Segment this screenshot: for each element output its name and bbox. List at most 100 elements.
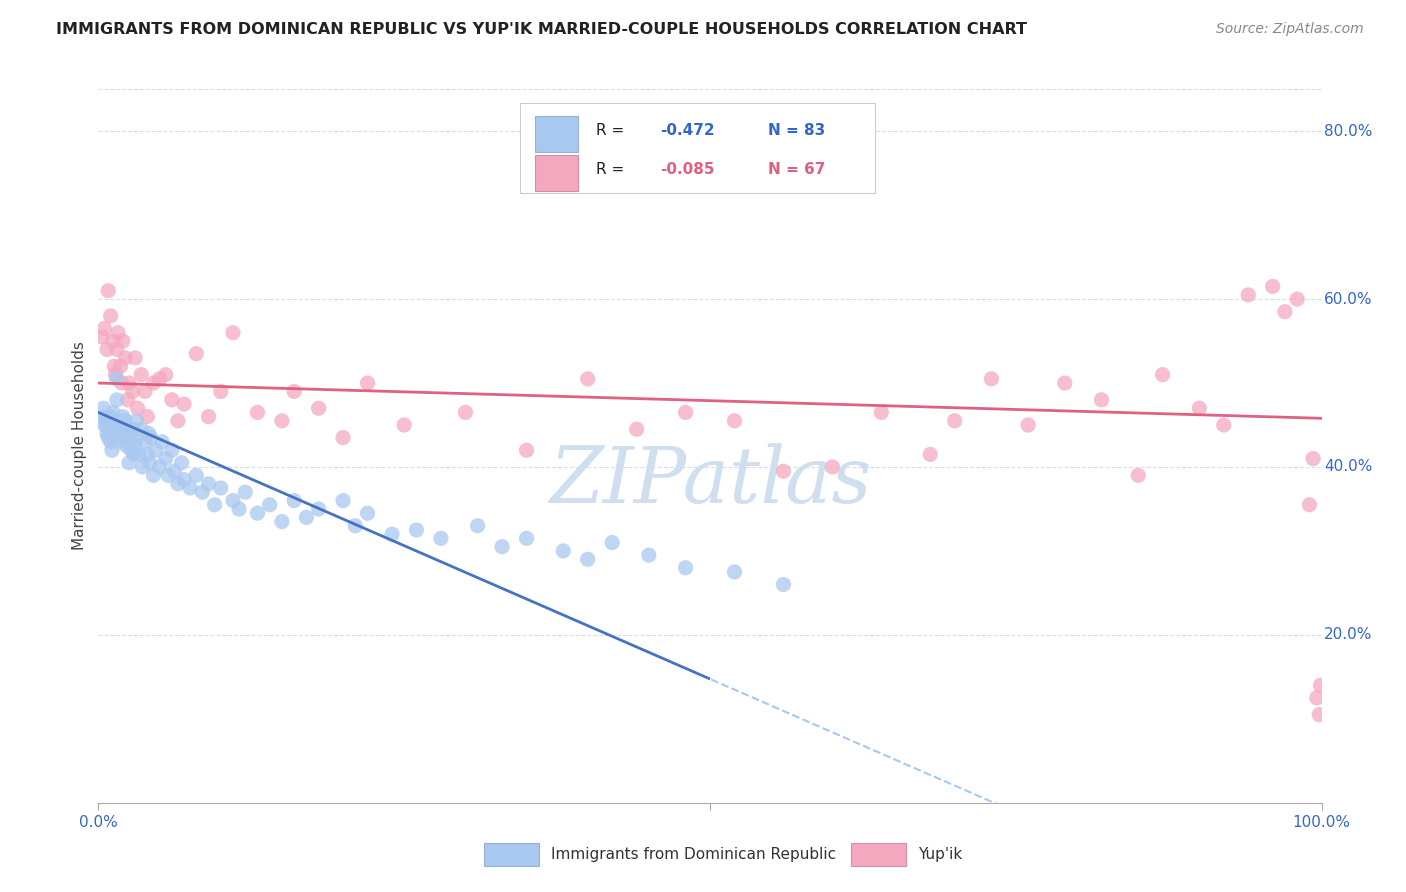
Text: -0.472: -0.472 — [659, 123, 714, 137]
Point — [118, 376, 141, 390]
Point — [772, 577, 794, 591]
Point — [1212, 417, 1234, 432]
Point — [120, 443, 142, 458]
Point — [111, 431, 134, 445]
Point — [160, 392, 183, 407]
Point — [98, 422, 121, 436]
Point — [117, 426, 139, 441]
Point — [515, 532, 537, 546]
Point — [105, 372, 128, 386]
Point — [467, 518, 489, 533]
Point — [980, 372, 1002, 386]
Point — [127, 401, 149, 416]
Point — [772, 464, 794, 478]
Point — [150, 434, 173, 449]
Point — [1188, 401, 1211, 416]
Point — [105, 392, 128, 407]
Point — [112, 426, 135, 441]
Point — [186, 346, 208, 360]
Point — [110, 417, 132, 432]
Point — [173, 473, 195, 487]
Text: Source: ZipAtlas.com: Source: ZipAtlas.com — [1216, 22, 1364, 37]
Point — [626, 422, 648, 436]
Point — [1302, 451, 1324, 466]
Point — [1053, 376, 1076, 390]
Point — [204, 498, 226, 512]
Text: N = 67: N = 67 — [768, 162, 825, 177]
Text: N = 83: N = 83 — [768, 123, 825, 137]
Point — [97, 414, 120, 428]
Point — [139, 456, 162, 470]
Point — [167, 476, 190, 491]
Point — [1261, 279, 1284, 293]
Point — [723, 565, 745, 579]
Point — [142, 376, 165, 390]
Point — [104, 426, 127, 441]
Point — [111, 334, 134, 348]
Point — [1309, 678, 1331, 692]
Point — [1237, 288, 1260, 302]
Point — [97, 431, 120, 445]
Point — [246, 405, 269, 419]
FancyBboxPatch shape — [536, 155, 578, 191]
Point — [110, 359, 132, 374]
Point — [821, 460, 844, 475]
Point — [145, 443, 167, 458]
Point — [167, 414, 190, 428]
Point — [149, 460, 172, 475]
Point — [1306, 690, 1329, 705]
Text: -0.085: -0.085 — [659, 162, 714, 177]
Point — [186, 468, 208, 483]
Point — [91, 414, 114, 428]
Point — [129, 422, 152, 436]
Point — [155, 451, 177, 466]
FancyBboxPatch shape — [520, 103, 875, 193]
Point — [1274, 304, 1296, 318]
Point — [191, 485, 214, 500]
Point — [228, 502, 250, 516]
Point — [111, 376, 134, 390]
Point — [121, 384, 143, 399]
Point — [1090, 392, 1112, 407]
Text: 40.0%: 40.0% — [1324, 459, 1372, 475]
Text: Yup'ik: Yup'ik — [918, 847, 962, 862]
Point — [576, 552, 599, 566]
Point — [209, 481, 232, 495]
Point — [283, 493, 305, 508]
Point — [1298, 498, 1320, 512]
Point — [222, 493, 245, 508]
Text: Immigrants from Dominican Republic: Immigrants from Dominican Republic — [551, 847, 837, 862]
FancyBboxPatch shape — [536, 116, 578, 152]
Point — [134, 384, 156, 399]
Point — [344, 518, 367, 533]
Point — [121, 422, 143, 436]
Point — [233, 485, 256, 500]
Point — [155, 368, 177, 382]
Point — [100, 309, 122, 323]
Point — [392, 417, 416, 432]
Point — [91, 330, 114, 344]
Point — [97, 284, 120, 298]
Point — [209, 384, 232, 399]
Point — [129, 368, 152, 382]
Point — [246, 506, 269, 520]
Point — [553, 544, 575, 558]
Text: R =: R = — [596, 162, 630, 177]
Point — [197, 409, 219, 424]
Point — [1128, 468, 1150, 483]
Point — [308, 502, 330, 516]
Point — [1308, 707, 1330, 722]
Point — [124, 439, 146, 453]
Point — [637, 548, 661, 562]
Point — [222, 326, 245, 340]
Text: ZIPatlas: ZIPatlas — [548, 443, 872, 520]
Point — [870, 405, 893, 419]
Point — [120, 431, 142, 445]
Point — [115, 439, 138, 453]
Point — [103, 417, 125, 432]
Y-axis label: Married-couple Households: Married-couple Households — [72, 342, 87, 550]
Point — [675, 560, 697, 574]
Point — [93, 417, 115, 432]
Point — [197, 476, 219, 491]
Point — [675, 405, 697, 419]
